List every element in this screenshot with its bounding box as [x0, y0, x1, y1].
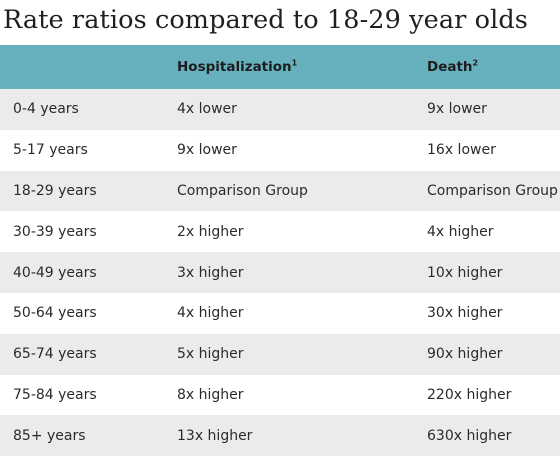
age-cell: 75-84 years	[13, 386, 97, 403]
death-cell: 30x higher	[427, 305, 503, 322]
header-row: Hospitalization1 Death2	[0, 45, 560, 89]
header-death: Death2	[427, 45, 560, 89]
death-cell: 630x higher	[427, 427, 512, 444]
table-row: 5-17 years 9x lower 16x lower	[0, 129, 560, 171]
hospitalization-cell: 4x higher	[177, 305, 244, 322]
hospitalization-cell: 9x lower	[177, 142, 237, 159]
death-cell: 10x higher	[427, 264, 503, 281]
age-cell: 18-29 years	[13, 182, 97, 199]
header-death-label: Death	[427, 59, 473, 75]
death-cell: 16x lower	[427, 142, 496, 159]
age-cell: 65-74 years	[13, 346, 97, 363]
age-cell: 30-39 years	[13, 223, 97, 240]
table-row: 40-49 years 3x higher 10x higher	[0, 252, 560, 293]
table-row: 85+ years 13x higher 630x higher	[0, 415, 560, 457]
footnote-marker-2: 2	[472, 58, 479, 68]
table-row: 75-84 years 8x higher 220x higher	[0, 374, 560, 416]
death-cell: 9x lower	[427, 101, 487, 118]
table-row: 18-29 years Comparison Group Comparison Gr…	[0, 170, 560, 212]
header-hospitalization-label: Hospitalization	[177, 59, 292, 75]
hospitalization-cell: 2x higher	[177, 223, 244, 240]
age-cell: 40-49 years	[13, 264, 97, 281]
hospitalization-cell: 3x higher	[177, 264, 244, 281]
hospitalization-cell: 4x lower	[177, 101, 237, 118]
footnote-marker-1: 1	[291, 58, 298, 68]
header-age	[0, 45, 177, 89]
age-cell: 0-4 years	[13, 101, 79, 118]
table-row: 65-74 years 5x higher 90x higher	[0, 333, 560, 375]
table-row: 50-64 years 4x higher 30x higher	[0, 292, 560, 334]
header-hospitalization: Hospitalization1	[177, 45, 427, 89]
hospitalization-cell: 13x higher	[177, 427, 253, 444]
table-row: 30-39 years 2x higher 4x higher	[0, 211, 560, 253]
hospitalization-cell: Comparison Group	[177, 182, 308, 199]
death-cell: 4x higher	[427, 223, 494, 240]
age-cell: 85+ years	[13, 427, 86, 444]
table-row: 0-4 years 4x lower 9x lower	[0, 89, 560, 130]
death-cell: 90x higher	[427, 346, 503, 363]
death-cell: 220x higher	[427, 386, 512, 403]
death-cell: Comparison Group	[427, 182, 558, 199]
rate-ratio-table: Hospitalization1 Death2 0-4 years 4x lowe…	[0, 45, 560, 457]
table-body: 0-4 years 4x lower 9x lower 5-17 years 9x lo…	[0, 89, 560, 457]
age-cell: 50-64 years	[13, 305, 97, 322]
age-cell: 5-17 years	[13, 142, 88, 159]
hospitalization-cell: 5x higher	[177, 346, 244, 363]
hospitalization-cell: 8x higher	[177, 386, 244, 403]
table-header: Hospitalization1 Death2	[0, 45, 560, 89]
page-title: Rate ratios compared to 18-29 year olds	[3, 5, 528, 35]
